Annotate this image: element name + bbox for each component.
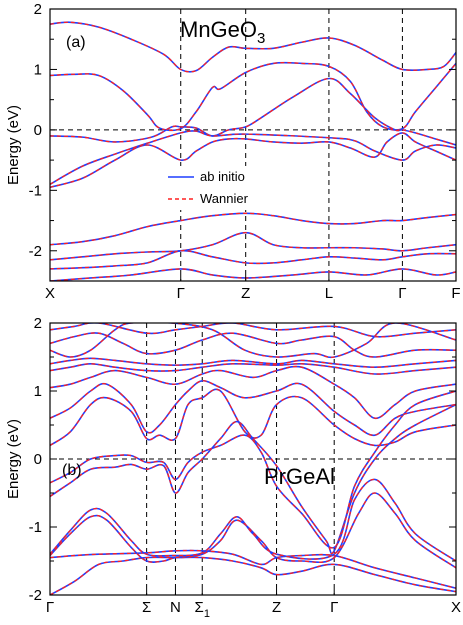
- x-tick-label: Z: [241, 285, 250, 302]
- x-tick-label: Σ1: [195, 599, 210, 620]
- band-wannier: [50, 365, 456, 419]
- band-wannier: [50, 332, 456, 358]
- band-ab-initio: [50, 61, 456, 132]
- legend-entry-ab-initio: ab initio: [200, 169, 245, 184]
- band-ab-initio: [50, 323, 456, 359]
- band-wannier: [50, 492, 456, 569]
- legend: ab initio Wannier: [164, 166, 268, 210]
- band-ab-initio: [50, 323, 456, 338]
- band-wannier: [50, 363, 456, 375]
- band-wannier: [50, 390, 456, 549]
- y-tick-label: -1: [29, 519, 42, 536]
- band-wannier: [50, 323, 456, 358]
- band-wannier: [50, 132, 456, 188]
- y-tick-label: -2: [29, 243, 42, 260]
- band-wannier: [50, 268, 456, 281]
- legend-box: [164, 166, 268, 210]
- panel-b-label: (b): [62, 462, 82, 479]
- x-tick-label: F: [451, 285, 460, 302]
- y-tick-label: 2: [34, 315, 42, 332]
- panel-a-ylabel: Energy (eV): [5, 105, 22, 185]
- panel-b-prgeal: -2 -1 0 1 2 Γ Σ N Σ1 Z Γ X Energy (eV) (b) PrGeAl: [5, 315, 461, 620]
- x-tick-label: Σ: [142, 599, 151, 616]
- x-tick-label: Γ: [398, 285, 406, 302]
- panel-a-bands: [50, 9, 456, 281]
- x-tick-label: Γ: [330, 599, 338, 616]
- band-wannier: [50, 549, 456, 589]
- x-tick-label: Z: [272, 599, 281, 616]
- band-wannier: [50, 478, 456, 562]
- band-wannier: [50, 323, 456, 338]
- x-tick-label: Γ: [177, 285, 185, 302]
- band-wannier: [50, 61, 456, 131]
- band-wannier: [50, 21, 456, 73]
- panel-b-material-title: PrGeAl: [264, 464, 335, 489]
- y-tick-label: 0: [34, 122, 42, 139]
- panel-a-frame: [49, 8, 457, 282]
- band-wannier: [50, 231, 456, 261]
- band-wannier: [50, 130, 456, 185]
- y-tick-label: 1: [34, 61, 42, 78]
- legend-entry-wannier: Wannier: [200, 191, 249, 206]
- x-tick-label: L: [325, 285, 333, 302]
- x-tick-label: X: [45, 285, 55, 302]
- y-tick-label: 1: [34, 383, 42, 400]
- x-tick-label: Γ: [46, 599, 54, 616]
- y-tick-label: 0: [34, 451, 42, 468]
- band-ab-initio: [50, 549, 456, 589]
- x-tick-label-subscript: 1: [204, 608, 210, 620]
- band-wannier: [50, 77, 456, 146]
- band-wannier: [50, 357, 456, 368]
- band-ab-initio: [50, 556, 456, 595]
- band-wannier: [50, 404, 456, 555]
- band-wannier: [50, 250, 456, 270]
- x-tick-label: N: [170, 599, 181, 616]
- band-ab-initio: [50, 268, 456, 281]
- panel-a-material-title: MnGeO3: [180, 17, 265, 47]
- panel-a-mngeo3: -2 -1 0 1 2 X Γ Z L Γ F Energy (eV) (a) MnGeO3: [5, 1, 461, 302]
- band-wannier: [50, 556, 456, 595]
- panel-b-ylabel: Energy (eV): [5, 419, 22, 499]
- band-ab-initio: [50, 212, 456, 246]
- y-tick-label: 2: [34, 1, 42, 18]
- band-ab-initio: [50, 478, 456, 562]
- panel-a-material-subscript: 3: [257, 30, 265, 47]
- band-wannier: [50, 388, 456, 447]
- panel-b-bands: [50, 323, 456, 595]
- band-ab-initio: [50, 379, 456, 437]
- x-tick-label: X: [451, 599, 461, 616]
- band-ab-initio: [50, 365, 456, 420]
- band-wannier: [50, 380, 456, 436]
- band-wannier: [50, 212, 456, 246]
- y-tick-label: -1: [29, 182, 42, 199]
- panel-a-label: (a): [66, 34, 86, 51]
- panel-a-material-base: MnGeO: [180, 17, 257, 42]
- y-tick-label: -2: [29, 587, 42, 604]
